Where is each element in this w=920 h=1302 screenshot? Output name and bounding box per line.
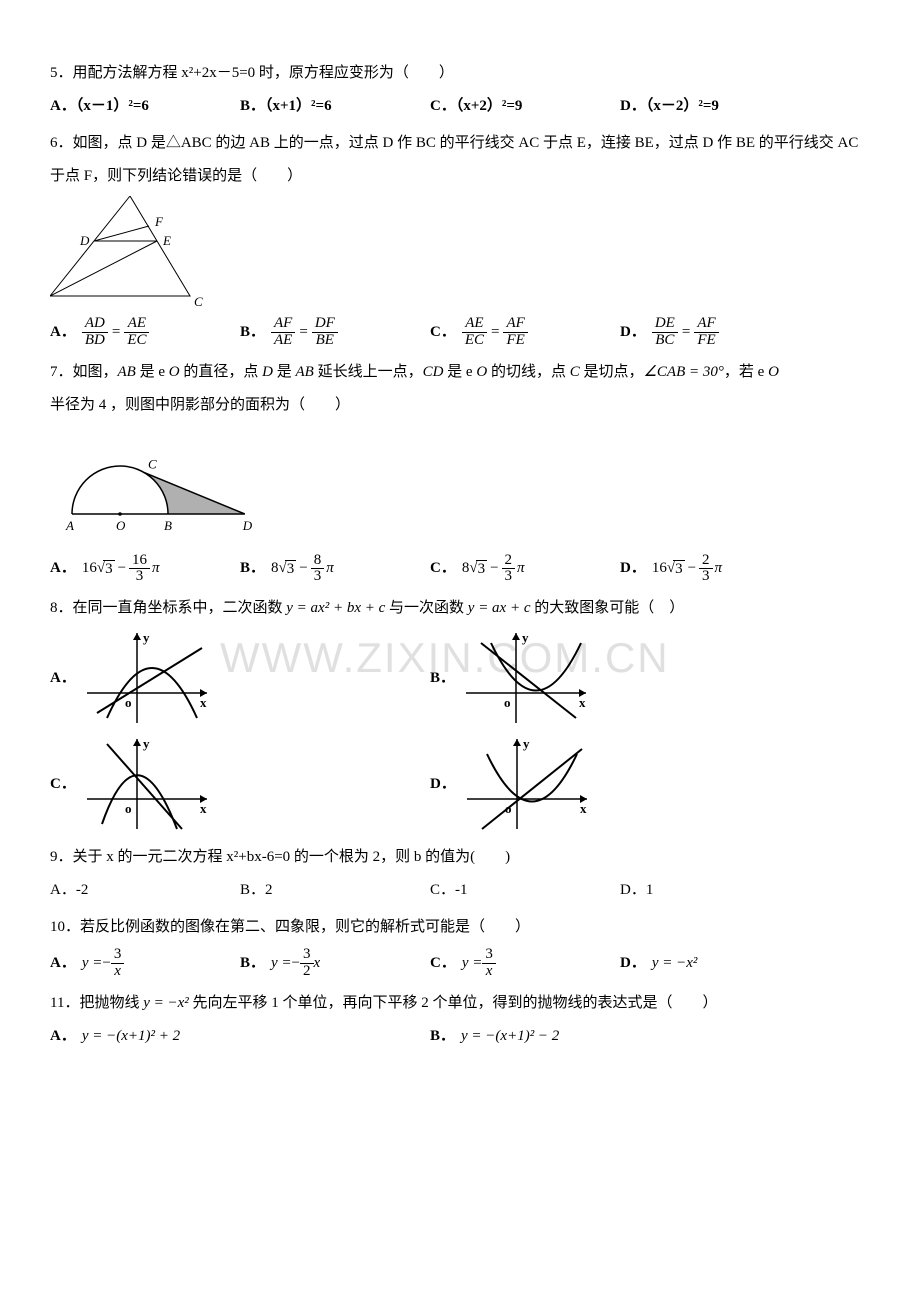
q7-opt-b[interactable]: B． 8√3 − 83 π <box>240 553 410 586</box>
svg-text:y: y <box>523 736 530 751</box>
question-9: 9．关于 x 的一元二次方程 x²+bx-6=0 的一个根为 2，则 b 的值为… <box>50 844 870 904</box>
svg-text:D: D <box>79 233 90 248</box>
svg-text:o: o <box>504 695 511 710</box>
q6-figure: A B C D E F <box>50 196 870 316</box>
question-8: 8．在同一直角坐标系中，二次函数 y = ax² + bx + c 与一次函数 … <box>50 595 870 834</box>
svg-text:x: x <box>200 801 207 816</box>
svg-text:D: D <box>242 518 253 533</box>
svg-text:C: C <box>148 456 157 471</box>
q10-opt-a[interactable]: A． y = − 3x <box>50 947 220 980</box>
q10-opt-d[interactable]: D． y = −x² <box>620 947 790 980</box>
q7-figure: A O B C D <box>50 429 870 539</box>
q6-opt-c[interactable]: C． AEEC = AFFE <box>430 316 600 349</box>
q7-opt-d[interactable]: D． 16√3 − 23 π <box>620 553 790 586</box>
q11-stem: 11．把抛物线 y = −x² 先向左平移 1 个单位，再向下平移 2 个单位，… <box>50 990 870 1017</box>
svg-text:E: E <box>162 233 171 248</box>
q10-options: A． y = − 3x B． y = − 32 x C． y = 3x D． y… <box>50 947 870 980</box>
q8-stem: 8．在同一直角坐标系中，二次函数 y = ax² + bx + c 与一次函数 … <box>50 595 870 622</box>
q6-opt-d[interactable]: D． DEBC = AFFE <box>620 316 790 349</box>
svg-text:B: B <box>164 518 172 533</box>
question-6: 6．如图，点 D 是△ABC 的边 AB 上的一点，过点 D 作 BC 的平行线… <box>50 130 870 349</box>
svg-text:x: x <box>200 695 207 710</box>
q11-opt-b[interactable]: B． y = −(x+1)² − 2 <box>430 1023 790 1050</box>
q6-opt-a[interactable]: A． ADBD = AEEC <box>50 316 220 349</box>
question-5: 5．用配方法解方程 x²+2x－5=0 时，原方程应变形为（ ） A．（x－1）… <box>50 60 870 120</box>
q8-opt-d[interactable]: D． xyo <box>430 734 592 834</box>
q6-opt-b[interactable]: B． AFAE = DFBE <box>240 316 410 349</box>
q7-stem-line1: 7．如图，AB 是 e O 的直径，点 D 是 AB 延长线上一点，CD 是 e… <box>50 359 870 386</box>
q7-stem-line2: 半径为 4 ，则图中阴影部分的面积为（ ） <box>50 392 870 419</box>
svg-text:F: F <box>154 214 164 229</box>
q7-opt-a[interactable]: A． 16√3 − 163 π <box>50 553 220 586</box>
triangle-figure: A B C D E F <box>50 196 210 316</box>
q8-opt-b[interactable]: B． xyo <box>430 628 591 728</box>
question-11: 11．把抛物线 y = −x² 先向左平移 1 个单位，再向下平移 2 个单位，… <box>50 990 870 1050</box>
q9-opt-c[interactable]: C．-1 <box>430 877 600 904</box>
svg-text:x: x <box>579 695 586 710</box>
q8-row2: C． xyo D． xyo <box>50 734 870 834</box>
svg-text:y: y <box>143 630 150 645</box>
q11-options: A． y = −(x+1)² + 2 B． y = −(x+1)² − 2 <box>50 1023 870 1050</box>
q5-opt-d[interactable]: D．（x－2）²=9 <box>620 93 790 120</box>
q7-opt-c[interactable]: C． 8√3 − 23 π <box>430 553 600 586</box>
svg-text:o: o <box>125 801 132 816</box>
q5-opt-a[interactable]: A．（x－1）²=6 <box>50 93 220 120</box>
q5-opt-c[interactable]: C．（x+2）²=9 <box>430 93 600 120</box>
q5-opt-b[interactable]: B．（x+1）²=6 <box>240 93 410 120</box>
q5-options: A．（x－1）²=6 B．（x+1）²=6 C．（x+2）²=9 D．（x－2）… <box>50 93 870 120</box>
q8-row1: A． xyo B． xyo <box>50 628 870 728</box>
question-10: 10．若反比例函数的图像在第二、四象限，则它的解析式可能是（ ） A． y = … <box>50 914 870 980</box>
q9-opt-d[interactable]: D．1 <box>620 877 790 904</box>
q9-stem: 9．关于 x 的一元二次方程 x²+bx-6=0 的一个根为 2，则 b 的值为… <box>50 844 870 871</box>
svg-text:A: A <box>65 518 74 533</box>
q5-stem: 5．用配方法解方程 x²+2x－5=0 时，原方程应变形为（ ） <box>50 60 870 87</box>
q10-opt-b[interactable]: B． y = − 32 x <box>240 947 410 980</box>
svg-text:O: O <box>116 518 126 533</box>
svg-text:y: y <box>143 736 150 751</box>
question-7: 7．如图，AB 是 e O 的直径，点 D 是 AB 延长线上一点，CD 是 e… <box>50 359 870 586</box>
svg-text:x: x <box>580 801 587 816</box>
svg-text:C: C <box>194 294 203 309</box>
svg-text:o: o <box>125 695 132 710</box>
circle-tangent-figure: A O B C D <box>50 429 270 539</box>
q8-opt-a[interactable]: A． xyo <box>50 628 430 728</box>
q9-opt-a[interactable]: A．-2 <box>50 877 220 904</box>
q6-stem-line1: 6．如图，点 D 是△ABC 的边 AB 上的一点，过点 D 作 BC 的平行线… <box>50 130 870 157</box>
q9-options: A．-2 B．2 C．-1 D．1 <box>50 877 870 904</box>
q6-stem-line2: 于点 F，则下列结论错误的是（ ） <box>50 163 870 190</box>
svg-text:y: y <box>522 630 529 645</box>
q6-options: A． ADBD = AEEC B． AFAE = DFBE C． AEEC = … <box>50 316 870 349</box>
q7-options: A． 16√3 − 163 π B． 8√3 − 83 π C． 8√3 − 2… <box>50 553 870 586</box>
q9-opt-b[interactable]: B．2 <box>240 877 410 904</box>
q8-opt-c[interactable]: C． xyo <box>50 734 430 834</box>
q10-stem: 10．若反比例函数的图像在第二、四象限，则它的解析式可能是（ ） <box>50 914 870 941</box>
q10-opt-c[interactable]: C． y = 3x <box>430 947 600 980</box>
q11-opt-a[interactable]: A． y = −(x+1)² + 2 <box>50 1023 410 1050</box>
